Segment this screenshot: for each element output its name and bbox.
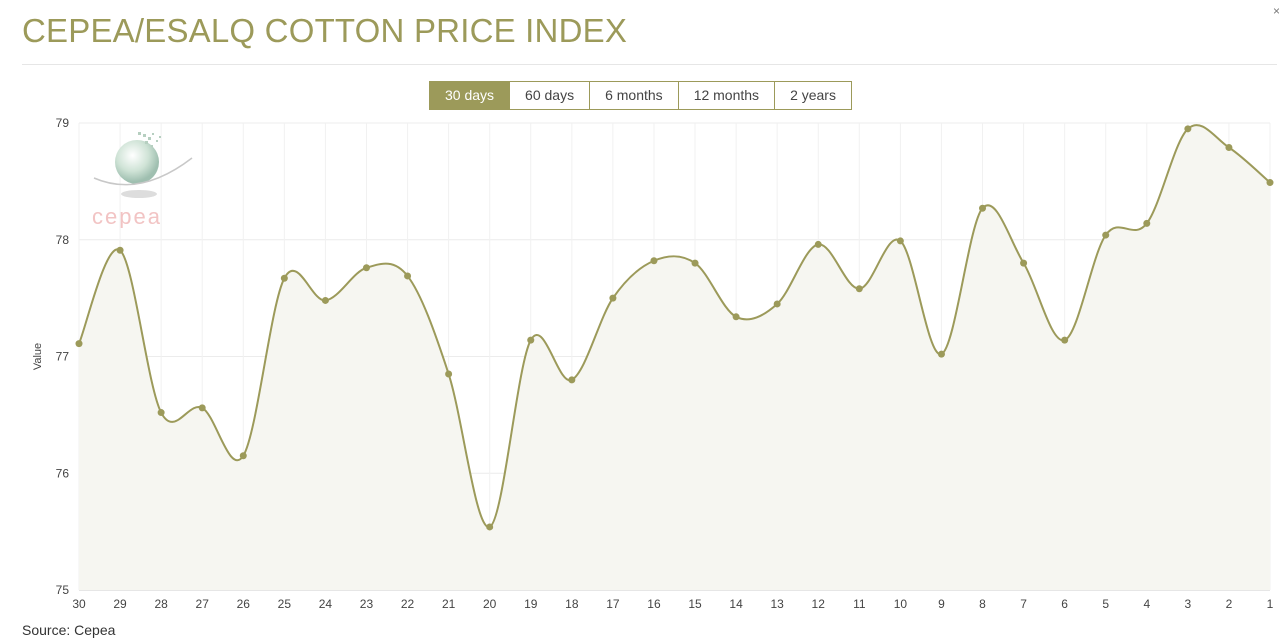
x-tick-label: 18 <box>565 597 579 611</box>
x-tick-label: 5 <box>1102 597 1109 611</box>
data-point[interactable] <box>650 257 658 265</box>
x-tick-label: 23 <box>360 597 374 611</box>
close-icon[interactable]: × <box>1273 4 1279 18</box>
x-tick-label: 1 <box>1267 597 1274 611</box>
data-point[interactable] <box>362 264 370 272</box>
x-tick-label: 2 <box>1226 597 1233 611</box>
x-tick-label: 8 <box>979 597 986 611</box>
x-tick-label: 3 <box>1185 597 1192 611</box>
data-point[interactable] <box>1184 125 1192 133</box>
x-tick-label: 14 <box>729 597 743 611</box>
title-divider <box>22 64 1277 65</box>
data-point[interactable] <box>732 313 740 321</box>
data-points <box>75 125 1274 531</box>
data-point[interactable] <box>198 404 206 412</box>
y-axis-ticks: 75 76 77 78 79 <box>56 116 70 597</box>
data-point[interactable] <box>1225 144 1233 152</box>
x-tick-label: 15 <box>688 597 702 611</box>
x-tick-label: 12 <box>812 597 826 611</box>
x-tick-label: 4 <box>1143 597 1150 611</box>
time-range-selector: 30 days 60 days 6 months 12 months 2 yea… <box>429 81 852 110</box>
y-tick-label: 78 <box>56 233 70 247</box>
data-point[interactable] <box>445 370 453 378</box>
x-tick-label: 21 <box>442 597 456 611</box>
x-tick-label: 9 <box>938 597 945 611</box>
data-point[interactable] <box>937 350 945 358</box>
series-line <box>78 124 1271 528</box>
x-tick-label: 11 <box>853 597 866 611</box>
data-point[interactable] <box>321 296 329 304</box>
data-point[interactable] <box>280 274 288 282</box>
data-point[interactable] <box>568 376 576 384</box>
range-button-60-days[interactable]: 60 days <box>510 82 591 109</box>
logo-pixels <box>138 132 161 147</box>
data-point[interactable] <box>1102 231 1110 239</box>
logo-shadow <box>121 190 157 198</box>
data-point[interactable] <box>1266 179 1274 187</box>
x-tick-label: 22 <box>401 597 415 611</box>
x-tick-label: 29 <box>113 597 127 611</box>
x-tick-label: 7 <box>1020 597 1027 611</box>
logo-wordmark: cepea <box>92 204 162 228</box>
x-tick-label: 20 <box>483 597 497 611</box>
data-point[interactable] <box>609 294 617 302</box>
x-tick-label: 17 <box>606 597 620 611</box>
data-point[interactable] <box>527 336 535 344</box>
data-point[interactable] <box>691 259 699 267</box>
y-axis-label: Value <box>32 343 44 370</box>
page-title: CEPEA/ESALQ COTTON PRICE INDEX <box>22 12 628 49</box>
x-tick-label: 30 <box>72 597 86 611</box>
x-tick-label: 25 <box>278 597 292 611</box>
x-tick-label: 24 <box>319 597 333 611</box>
data-point[interactable] <box>896 237 904 245</box>
x-tick-label: 6 <box>1061 597 1068 611</box>
range-button-6-months[interactable]: 6 months <box>590 82 679 109</box>
data-point[interactable] <box>979 204 987 212</box>
source-note: Source: Cepea <box>22 622 116 638</box>
y-tick-label: 79 <box>56 116 70 130</box>
data-point[interactable] <box>1020 259 1028 267</box>
x-tick-label: 13 <box>770 597 784 611</box>
data-point[interactable] <box>855 285 863 293</box>
globe-icon <box>115 140 159 184</box>
data-point[interactable] <box>486 523 494 531</box>
data-point[interactable] <box>239 452 247 460</box>
data-point[interactable] <box>773 300 781 308</box>
data-point[interactable] <box>157 409 165 417</box>
x-tick-label: 26 <box>237 597 251 611</box>
x-tick-label: 28 <box>154 597 168 611</box>
range-button-2-years[interactable]: 2 years <box>775 82 851 109</box>
x-tick-label: 10 <box>894 597 908 611</box>
y-tick-label: 76 <box>56 466 70 480</box>
x-tick-label: 19 <box>524 597 538 611</box>
x-tick-label: 16 <box>647 597 661 611</box>
range-button-12-months[interactable]: 12 months <box>678 82 776 109</box>
data-point[interactable] <box>404 272 412 280</box>
data-point[interactable] <box>1143 219 1151 227</box>
y-tick-label: 77 <box>56 350 70 364</box>
y-tick-label: 75 <box>56 583 70 597</box>
data-point[interactable] <box>814 240 822 248</box>
logo-orbit <box>93 157 193 186</box>
range-button-30-days[interactable]: 30 days <box>430 82 511 109</box>
cepea-logo: cepea <box>92 132 193 228</box>
x-tick-label: 27 <box>196 597 210 611</box>
data-point[interactable] <box>1061 336 1069 344</box>
x-axis-ticks: 30 29 28 27 26 25 24 23 22 21 20 19 18 17 16 15 14 13 12 11… <box>72 597 1273 611</box>
data-point[interactable] <box>75 340 83 348</box>
series-area <box>79 125 1270 590</box>
data-point[interactable] <box>116 246 124 254</box>
